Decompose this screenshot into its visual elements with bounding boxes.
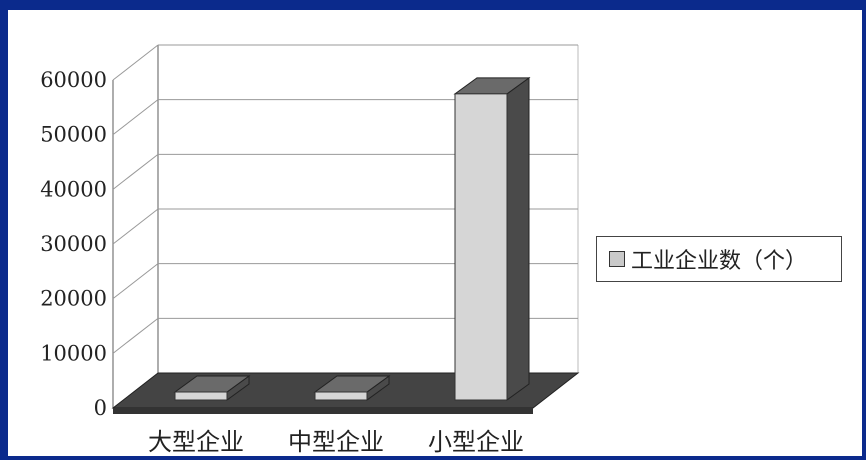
y-tick-label: 40000 — [40, 177, 107, 201]
bar-chart: 0 10000 20000 30000 40000 50000 60000 大型企业 中型企业 小… — [40, 44, 580, 456]
gridline-side — [112, 263, 159, 300]
y-tick-label: 50000 — [40, 123, 107, 147]
chart-floor-edge — [113, 408, 533, 414]
bar-side — [506, 76, 530, 401]
gridline-side — [112, 153, 159, 190]
y-tick-label: 10000 — [40, 341, 107, 365]
gridline-side — [112, 44, 159, 81]
x-category-label: 大型企业 — [148, 428, 244, 456]
bar — [453, 76, 531, 401]
chart-frame: 0 10000 20000 30000 40000 50000 60000 大型企业 中型企业 小… — [8, 10, 862, 456]
bar — [173, 375, 251, 401]
legend-swatch — [609, 251, 625, 267]
legend: 工业企业数（个） — [596, 236, 842, 282]
bar — [313, 375, 391, 401]
y-tick-label: 30000 — [40, 232, 107, 256]
x-category-label: 小型企业 — [428, 428, 524, 456]
bar-front — [454, 93, 508, 401]
legend-label: 工业企业数（个） — [631, 249, 808, 274]
gridline-side — [112, 99, 159, 136]
x-category-label: 中型企业 — [288, 428, 384, 456]
gridline-side — [112, 317, 159, 354]
y-tick-label: 20000 — [40, 287, 107, 311]
y-tick-label: 0 — [94, 396, 107, 420]
gridline-side — [112, 208, 159, 245]
bar-front — [174, 391, 228, 401]
bar-front — [314, 391, 368, 401]
y-tick-label: 60000 — [40, 68, 107, 92]
